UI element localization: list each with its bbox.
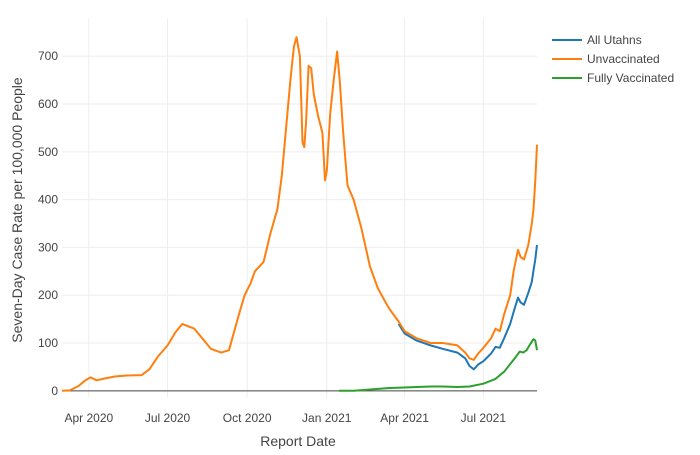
y-tick-label: 400 [38, 193, 58, 207]
x-tick-label: Apr 2021 [380, 411, 429, 425]
x-tick-label: Jan 2021 [302, 411, 352, 425]
x-tick-label: Oct 2020 [223, 411, 272, 425]
series-line-unvaccinated[interactable] [61, 36, 538, 392]
legend-label[interactable]: Fully Vaccinated [587, 71, 674, 85]
x-tick-label: Apr 2020 [64, 411, 113, 425]
legend-label[interactable]: Unvaccinated [587, 52, 660, 66]
series-line-fully-vaccinated[interactable] [338, 338, 538, 392]
x-tick-label: Jul 2020 [145, 411, 191, 425]
y-axis-title: Seven-Day Case Rate per 100,000 People [9, 77, 25, 343]
axes: Apr 2020 Jul 2020 Oct 2020 Jan 2021 Apr 2021… [38, 49, 537, 425]
series-lines [61, 36, 538, 392]
x-tick-label: Jul 2021 [461, 411, 507, 425]
y-tick-label: 0 [51, 384, 58, 398]
y-tick-label: 600 [38, 97, 58, 111]
y-tick-label: 700 [38, 49, 58, 63]
y-tick-label: 500 [38, 145, 58, 159]
legend-label[interactable]: All Utahns [587, 33, 642, 47]
series-line-all-utahns[interactable] [397, 244, 538, 371]
legend: All Utahns Unvaccinated Fully Vaccinated [552, 33, 674, 85]
x-axis-title: Report Date [260, 433, 336, 449]
y-tick-label: 300 [38, 240, 58, 254]
y-tick-label: 100 [38, 336, 58, 350]
y-tick-label: 200 [38, 288, 58, 302]
